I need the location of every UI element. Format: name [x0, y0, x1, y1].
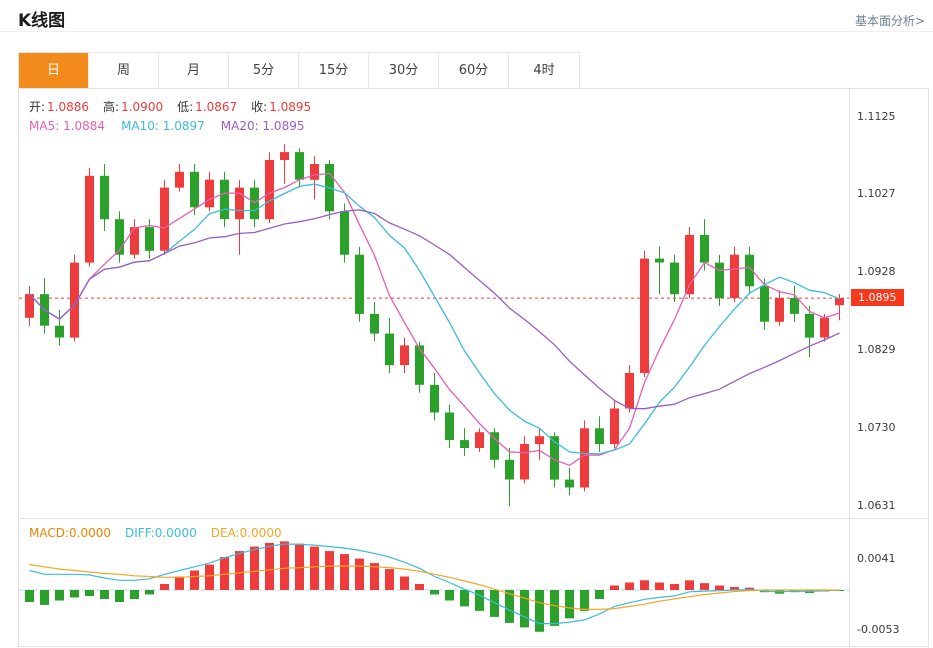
- dea-value: 0.0000: [239, 526, 282, 540]
- macd-value: 0.0000: [69, 526, 112, 540]
- high-value: 1.0900: [121, 100, 164, 114]
- macd-info-bar: MACD:0.0000 DIFF:0.0000 DEA:0.0000: [29, 526, 282, 540]
- y-axis-label: 1.0631: [857, 499, 896, 512]
- axis-separator: [849, 89, 850, 646]
- macd-axis-label: 0.0041: [857, 552, 896, 565]
- fundamental-analysis-link[interactable]: 基本面分析>: [854, 14, 925, 28]
- y-axis-label: 1.0730: [857, 421, 896, 434]
- ma10-value: 1.0897: [162, 119, 205, 133]
- ma20-value: 1.0895: [262, 119, 305, 133]
- ma5-label: MA5:: [29, 119, 60, 133]
- y-axis-label: 1.0928: [857, 265, 896, 278]
- low-label: 低:: [177, 100, 194, 114]
- tab-60min[interactable]: 60分: [439, 53, 509, 88]
- tab-month[interactable]: 月: [159, 53, 229, 88]
- open-label: 开:: [29, 100, 46, 114]
- current-price-badge: 1.0895: [851, 289, 904, 306]
- ma20-label: MA20:: [220, 119, 259, 133]
- macd-chart[interactable]: [19, 519, 849, 646]
- ma10-label: MA10:: [121, 119, 159, 133]
- candlestick-chart[interactable]: [19, 89, 849, 519]
- y-axis-label: 1.1125: [857, 110, 896, 123]
- diff-value: 0.0000: [154, 526, 197, 540]
- high-label: 高:: [103, 100, 120, 114]
- ma-info-bar: MA5: 1.0884 MA10: 1.0897 MA20: 1.0895: [29, 119, 304, 133]
- tab-30min[interactable]: 30分: [369, 53, 439, 88]
- y-axis-label: 1.0829: [857, 343, 896, 356]
- page-title: K线图: [18, 11, 66, 31]
- tab-day[interactable]: 日: [19, 53, 89, 88]
- tab-week[interactable]: 周: [89, 53, 159, 88]
- tab-15min[interactable]: 15分: [299, 53, 369, 88]
- macd-label: MACD:: [29, 526, 70, 540]
- low-value: 1.0867: [195, 100, 238, 114]
- y-axis-label: 1.1027: [857, 187, 896, 200]
- tab-4hour[interactable]: 4时: [533, 63, 555, 78]
- tab-5min[interactable]: 5分: [229, 53, 299, 88]
- header-divider: [0, 31, 933, 32]
- close-label: 收:: [251, 100, 268, 114]
- ohlc-info-bar: 开: 1.0886 高: 1.0900 低: 1.0867 收: 1.0895: [29, 98, 325, 115]
- diff-label: DIFF:: [125, 526, 155, 540]
- pane-separator: [19, 518, 928, 519]
- chart-container: 开: 1.0886 高: 1.0900 低: 1.0867 收: 1.0895 MA5: 1.…: [18, 88, 929, 647]
- tab-bar: 日周月 5分 15分 30分 60分 4时: [18, 52, 580, 88]
- ma5-value: 1.0884: [63, 119, 106, 133]
- macd-axis-label: -0.0053: [857, 623, 900, 636]
- close-value: 1.0895: [269, 100, 312, 114]
- dea-label: DEA:: [210, 526, 240, 540]
- open-value: 1.0886: [47, 100, 90, 114]
